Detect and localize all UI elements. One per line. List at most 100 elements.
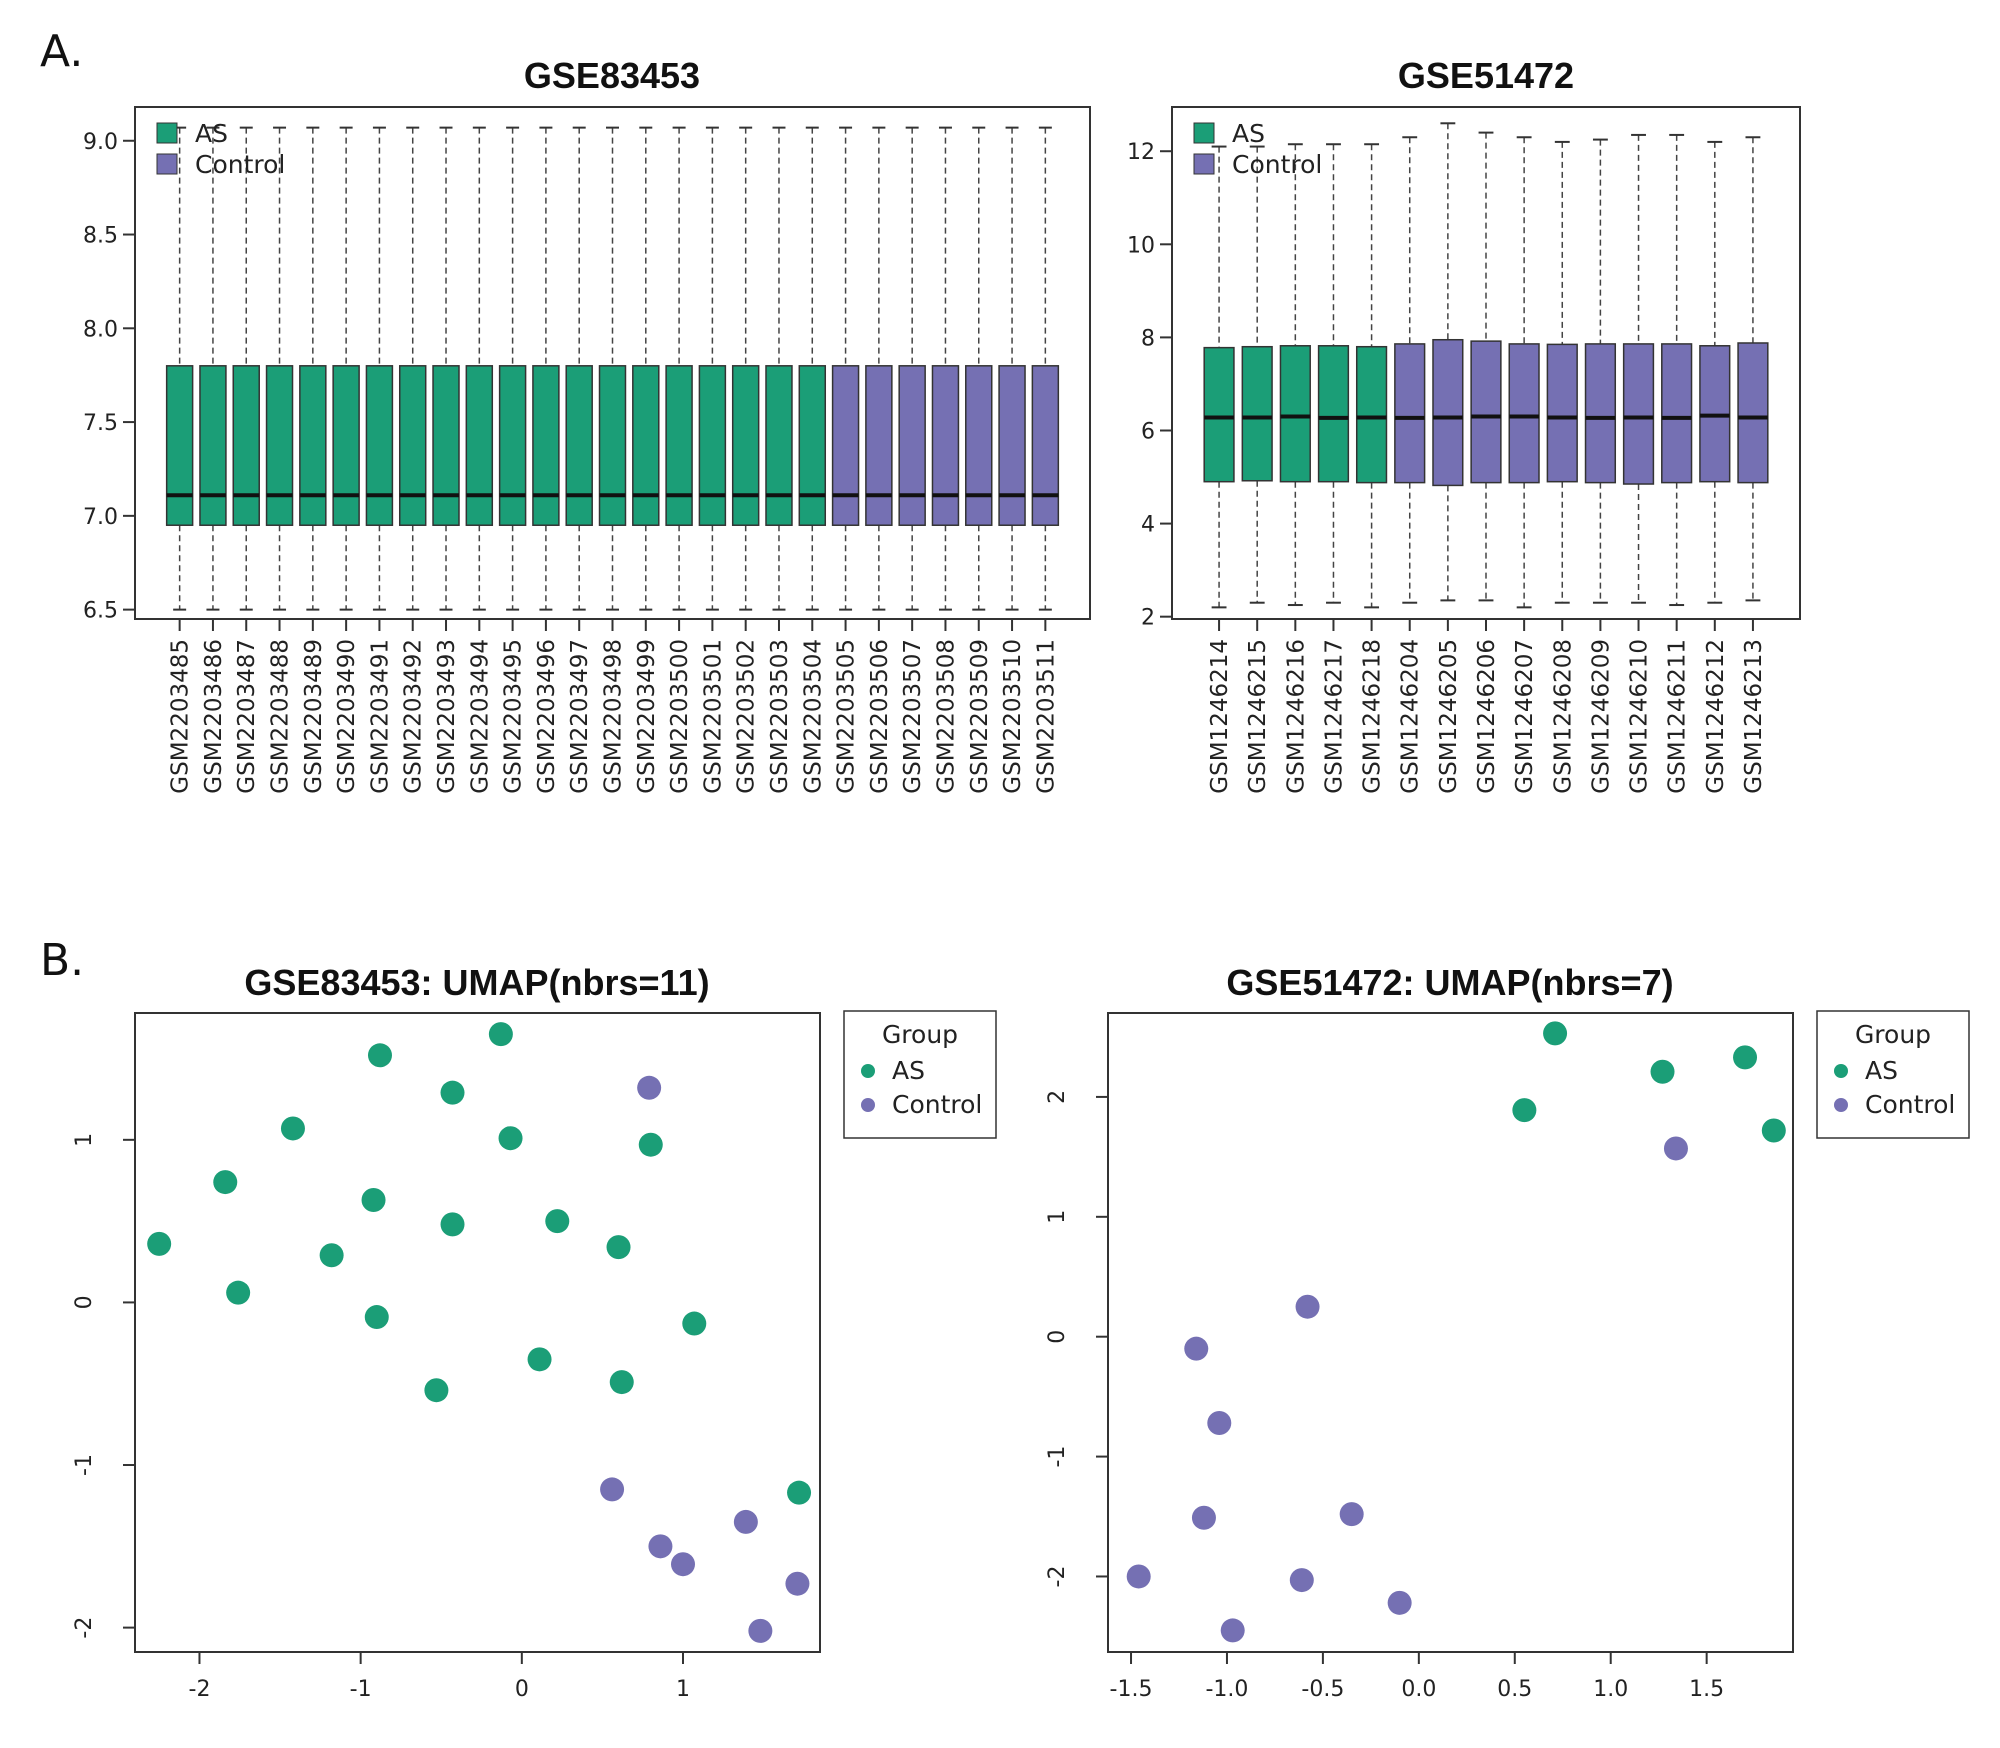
box-GSM2203501	[698, 365, 727, 526]
x-tick-label: GSM2203490	[334, 639, 360, 794]
x-tick-label: GSM2203509	[967, 639, 993, 794]
point-control	[748, 1618, 773, 1643]
x-tick-label: GSM1246209	[1588, 639, 1614, 794]
box-GSM1246218	[1355, 345, 1388, 484]
legend-title: Group	[1855, 1020, 1931, 1049]
box-GSM2203492	[398, 365, 427, 526]
legend-swatch-as	[1193, 122, 1215, 144]
box-GSM2203511	[1031, 365, 1060, 526]
box-GSM1246213	[1737, 342, 1769, 484]
box-GSM1246207	[1508, 343, 1540, 484]
box-GSM1246217	[1317, 345, 1350, 483]
box-GSM2203494	[465, 365, 494, 526]
point-control	[1295, 1294, 1320, 1319]
point-as	[527, 1347, 552, 1372]
box-GSM1246209	[1584, 343, 1617, 484]
chart-title: GSE51472: UMAP(nbrs=7)	[1226, 962, 1673, 1003]
box-GSM2203503	[765, 365, 793, 526]
x-tick-label: 0.5	[1497, 1677, 1532, 1702]
x-tick-label: GSM1246204	[1398, 639, 1424, 794]
chart-title: GSE83453: UMAP(nbrs=11)	[244, 962, 709, 1003]
point-control	[1207, 1411, 1232, 1436]
x-tick-label: GSM2203495	[501, 639, 527, 794]
point-as	[364, 1305, 389, 1330]
x-tick-label: GSM2203506	[867, 639, 893, 794]
x-tick-label: GSM2203500	[667, 639, 693, 794]
x-tick-label: 1.5	[1689, 1677, 1724, 1702]
chart-title: GSE51472	[1398, 55, 1574, 96]
box-GSM2203504	[798, 365, 827, 526]
box-GSM1246210	[1622, 343, 1655, 485]
y-tick-label: 4	[1141, 513, 1155, 538]
x-tick-label: GSM1246218	[1360, 639, 1386, 794]
x-tick-label: GSM2203501	[700, 639, 726, 794]
box-GSM2203500	[665, 365, 693, 526]
x-tick-label: GSM2203497	[567, 639, 593, 794]
y-tick-label: 7.5	[83, 411, 118, 436]
point-as	[440, 1212, 465, 1237]
y-tick-label: 8.5	[83, 224, 118, 249]
point-control	[1663, 1136, 1688, 1161]
x-tick-label: GSM2203496	[534, 639, 560, 794]
box-GSM1246214	[1203, 346, 1235, 483]
x-tick-label: -1	[350, 1677, 372, 1702]
boxplot-gse83453: GSE83453 6.5 7.0 7.5 8.0 8.5 9.0 GSM2203485 GSM2…	[83, 55, 1091, 794]
point-control	[1387, 1590, 1412, 1615]
x-tick-label: GSM2203502	[734, 639, 760, 794]
x-tick-label: GSM1246205	[1436, 639, 1462, 794]
x-tick-label: GSM2203491	[367, 639, 393, 794]
legend-swatch-control	[156, 153, 178, 175]
box-GSM2203507	[898, 365, 926, 526]
x-tick-label: 0.0	[1401, 1677, 1436, 1702]
panel-label-b: B.	[40, 935, 84, 986]
box-GSM2203498	[598, 365, 627, 526]
legend-marker-control	[861, 1098, 875, 1112]
y-tick-label: 6	[1141, 419, 1155, 444]
point-as	[319, 1243, 344, 1268]
box-GSM2203510	[998, 365, 1026, 526]
point-as	[361, 1187, 386, 1212]
x-tick-label: GSM2203488	[268, 639, 294, 794]
x-tick-label: GSM1246216	[1283, 639, 1309, 794]
point-as	[606, 1235, 631, 1260]
y-tick-label: 6.5	[83, 599, 118, 624]
point-as	[638, 1132, 663, 1157]
y-tick-label: 2	[1141, 606, 1155, 631]
x-tick-label: -2	[189, 1677, 211, 1702]
point-control	[637, 1075, 662, 1100]
panel-label-a: A.	[40, 26, 83, 77]
x-tick-label: GSM1246215	[1245, 639, 1271, 794]
y-tick-label: 8	[1141, 326, 1155, 351]
box-GSM2203491	[365, 365, 394, 526]
legend-label: Control	[1865, 1090, 1955, 1119]
x-tick-label: -1.5	[1110, 1677, 1153, 1702]
x-tick-label: GSM2203503	[767, 639, 793, 794]
point-as	[280, 1116, 305, 1141]
legend-marker-as	[1834, 1064, 1848, 1078]
point-control	[1191, 1505, 1216, 1530]
x-tick-label: GSM1246213	[1741, 639, 1767, 794]
x-tick-label: GSM2203505	[834, 639, 860, 794]
y-tick-label: 2	[1045, 1090, 1070, 1104]
x-tick-label: GSM1246212	[1703, 639, 1729, 794]
x-tick-label: GSM2203510	[1000, 639, 1026, 794]
legend-label: Control	[892, 1090, 982, 1119]
plot-frame	[1107, 1012, 1794, 1653]
box-GSM2203506	[865, 365, 893, 526]
legend-swatch-control	[1193, 153, 1215, 175]
box-GSM1246205	[1432, 338, 1464, 487]
box-GSM2203497	[565, 365, 593, 526]
x-tick-label: GSM2203492	[401, 639, 427, 794]
point-control	[785, 1571, 810, 1596]
point-as	[1543, 1021, 1568, 1046]
x-tick-label: GSM1246214	[1207, 639, 1233, 794]
y-tick-label: 12	[1127, 140, 1155, 165]
legend-label: AS	[1865, 1056, 1898, 1085]
x-tick-label: -0.5	[1301, 1677, 1344, 1702]
x-tick-label: GSM2203507	[900, 639, 926, 794]
point-as	[1650, 1059, 1675, 1084]
y-tick-label: -1	[72, 1454, 97, 1476]
box-GSM2203490	[332, 365, 360, 526]
box-GSM2203502	[731, 365, 760, 526]
x-tick-label: GSM1246207	[1512, 639, 1538, 794]
